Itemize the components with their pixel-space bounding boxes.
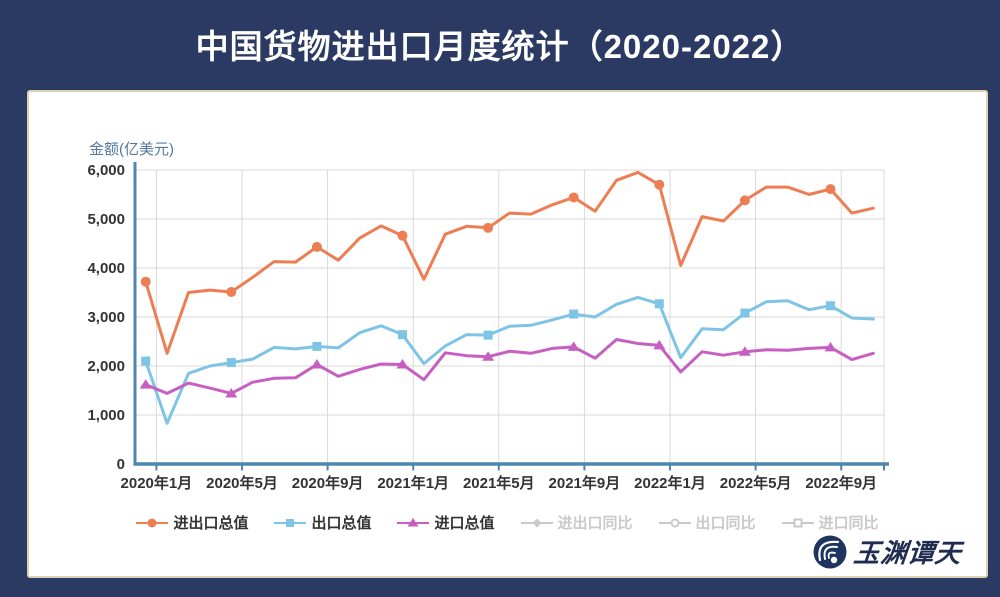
series-marker (397, 230, 408, 241)
x-tick-label: 2021年9月 (549, 474, 621, 492)
series-line-0 (144, 170, 875, 355)
legend-marker-icon (781, 518, 814, 527)
legend-label: 进口总值 (434, 515, 495, 532)
brand-logo-icon (813, 535, 847, 568)
x-tick-label: 2020年5月 (206, 474, 278, 492)
series-marker (740, 308, 750, 318)
x-tick-label: 2022年5月 (720, 474, 792, 492)
series-marker (407, 517, 419, 526)
series-marker (140, 276, 151, 287)
chart-card: 金额(亿美元) 0 1,000 2,000 3,000 4,000 5,000 6,000 2… (27, 90, 988, 578)
y-tick-label: 0 (117, 456, 125, 473)
legend-label: 进口同比 (818, 515, 879, 532)
series-marker (482, 351, 495, 361)
y-tick-label: 2,000 (87, 358, 125, 375)
series-marker (825, 184, 836, 195)
series-marker (826, 301, 835, 311)
x-tick-label: 2020年9月 (292, 474, 364, 492)
series-marker (310, 359, 323, 369)
chart-legend: 进出口总值 出口总值 进口总值 进出口同比 出口同比 进口同比 (29, 512, 986, 533)
legend-marker-icon (520, 518, 553, 527)
series-marker (483, 222, 494, 233)
y-tick-label: 3,000 (87, 309, 125, 326)
series-marker (653, 339, 666, 350)
y-tick-label: 4,000 (87, 260, 125, 277)
y-tick-label: 5,000 (87, 211, 125, 228)
series-marker (226, 287, 237, 298)
legend-label: 出口同比 (695, 515, 756, 532)
series-marker (532, 518, 541, 527)
series-marker (312, 341, 322, 351)
series-marker (654, 179, 665, 190)
series-marker (739, 195, 750, 206)
legend-marker-icon (397, 517, 430, 526)
y-axis-title: 金额(亿美元) (89, 141, 174, 158)
series-marker (793, 518, 803, 527)
legend-item-1[interactable]: 出口总值 (274, 512, 371, 533)
page-title: 中国货物进出口月度统计（2020-2022） (195, 28, 805, 65)
legend-item-0[interactable]: 进出口总值 (136, 512, 248, 533)
legend-item-5[interactable]: 进口同比 (781, 512, 879, 533)
legend-marker-icon (274, 518, 307, 527)
legend-item-4[interactable]: 出口同比 (658, 512, 756, 533)
series-marker (225, 387, 238, 398)
series-marker (654, 299, 664, 309)
watermark-brand-text: 玉渊谭天 (852, 539, 964, 568)
legend-marker-icon (658, 518, 691, 527)
series-line-1 (144, 295, 875, 425)
legend-label: 进出口同比 (557, 515, 633, 532)
series-marker (147, 518, 157, 527)
y-tick-label: 1,000 (87, 407, 125, 424)
x-tick-label: 2022年1月 (634, 474, 706, 492)
series-marker (738, 346, 751, 356)
series-marker (286, 518, 295, 527)
series-marker (141, 356, 151, 366)
x-tick-label: 2020年1月 (121, 474, 193, 492)
series-marker (398, 330, 407, 340)
series-marker (226, 358, 236, 368)
legend-marker-icon (136, 518, 169, 527)
legend-label: 出口总值 (311, 515, 372, 532)
series-marker (670, 518, 680, 527)
series-marker (567, 341, 580, 351)
x-tick-label: 2021年5月 (463, 474, 535, 492)
y-tick-label: 6,000 (87, 162, 125, 179)
watermark: 玉渊谭天 (812, 533, 964, 570)
legend-item-2[interactable]: 进口总值 (397, 512, 495, 533)
series-marker (569, 309, 579, 319)
legend-item-3[interactable]: 进出口同比 (520, 512, 633, 533)
series-marker (311, 241, 322, 252)
legend-label: 进出口总值 (173, 515, 249, 532)
series-marker (396, 359, 409, 369)
series-marker (139, 379, 152, 389)
series-marker (483, 330, 493, 340)
series-line-2 (144, 338, 875, 395)
x-tick-label: 2022年9月 (805, 474, 877, 492)
series-marker (568, 192, 579, 203)
series-marker (824, 341, 837, 352)
x-tick-label: 2021年1月 (377, 474, 449, 492)
line-chart: 0 1,000 2,000 3,000 4,000 5,000 6,000 2020年1月 20… (87, 162, 889, 492)
